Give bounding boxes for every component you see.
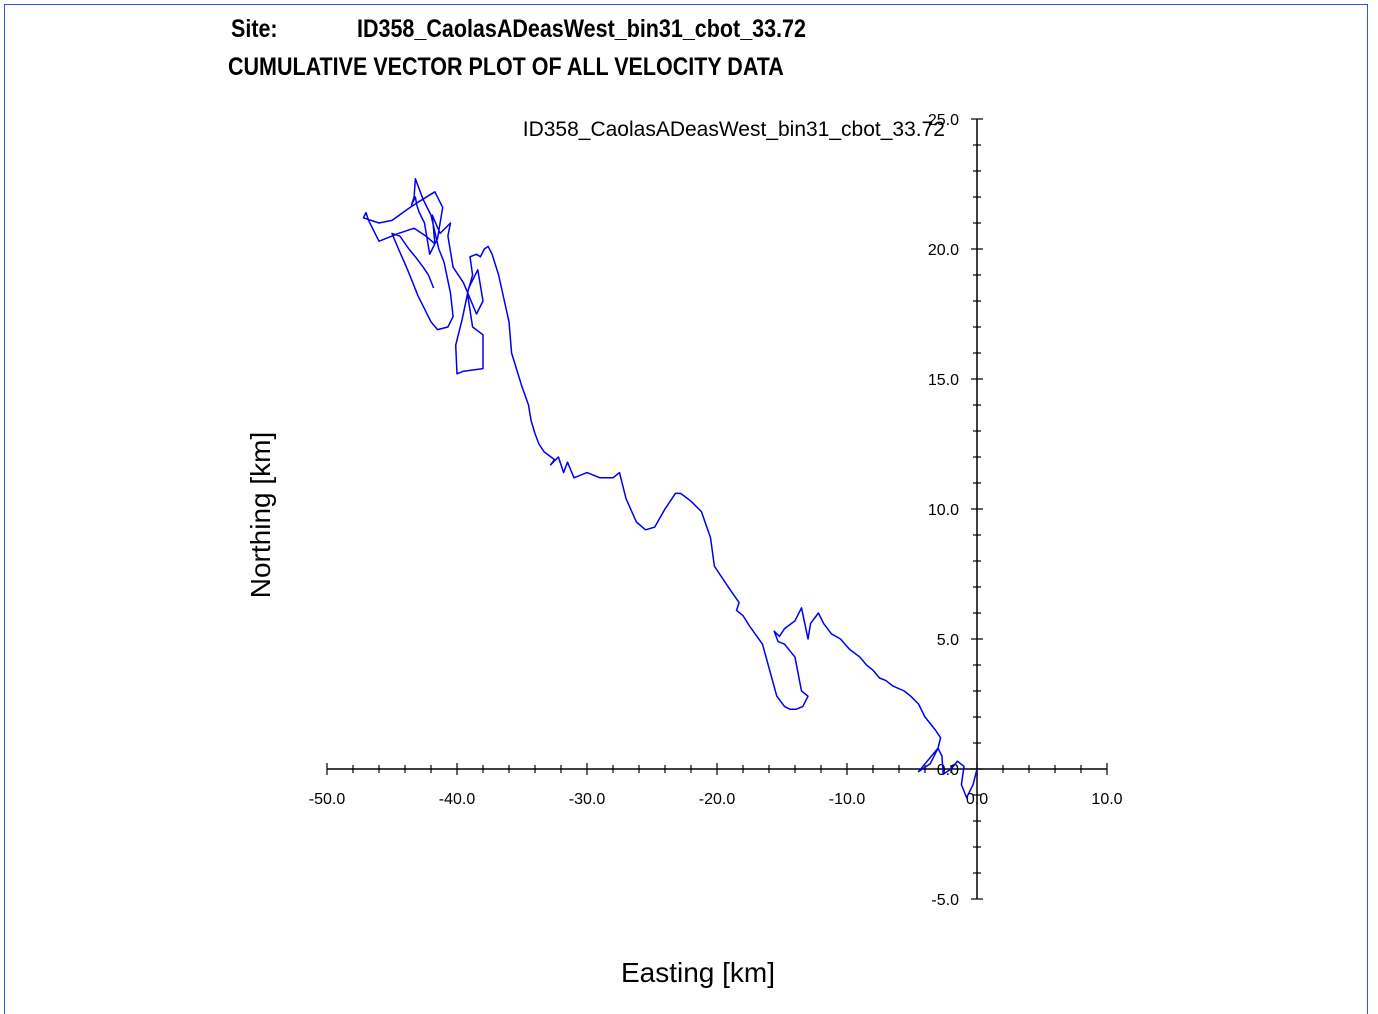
chart-traces [362,178,978,799]
site-name: ID358_CaolasADeasWest_bin31_cbot_33.72 [357,15,806,43]
x-tick-label: -50.0 [309,791,346,808]
y-axis-title: Northing [km] [245,432,276,599]
x-tick-label: -30.0 [569,791,606,808]
y-tick-label: 5.0 [937,632,959,649]
y-tick-label: 20.0 [928,242,959,259]
x-tick-label: 10.0 [1091,791,1122,808]
y-tick-label: 15.0 [928,372,959,389]
x-tick-label: 0.0 [966,791,988,808]
chart-ticks: -50.0 -40.0 -30.0 -20.0 -10.0 0.0 10.0-5.00.05… [309,112,1123,909]
series-line-1 [362,178,978,799]
x-tick-label: -20.0 [699,791,736,808]
x-tick-label: -10.0 [829,791,866,808]
site-label: Site: [231,15,278,43]
x-axis-title: Easting [km] [621,957,775,988]
report-title: CUMULATIVE VECTOR PLOT OF ALL VELOCITY D… [228,53,784,81]
x-tick-label: -40.0 [439,791,476,808]
chart-axes [327,119,1107,899]
y-tick-label: 25.0 [928,112,959,129]
chart-title: ID358_CaolasADeasWest_bin31_cbot_33.72 [523,118,945,141]
y-tick-label: -5.0 [931,892,959,909]
y-tick-label: 10.0 [928,502,959,519]
report-frame [4,4,1368,1014]
